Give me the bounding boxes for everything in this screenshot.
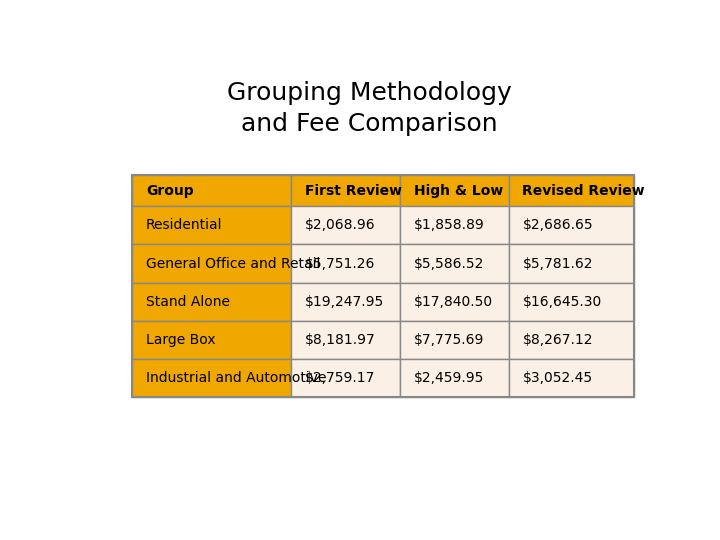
Text: Residential: Residential — [145, 218, 222, 232]
Text: $8,267.12: $8,267.12 — [523, 333, 593, 347]
Text: First Review: First Review — [305, 184, 402, 198]
Bar — [400, 359, 508, 397]
Bar — [508, 206, 634, 245]
Bar — [132, 175, 634, 397]
Bar — [400, 245, 508, 282]
Bar — [132, 359, 291, 397]
Bar — [508, 282, 634, 321]
Text: $5,751.26: $5,751.26 — [305, 256, 375, 271]
Text: Industrial and Automotive: Industrial and Automotive — [145, 372, 326, 386]
Bar — [132, 206, 291, 245]
Bar — [508, 321, 634, 359]
Bar — [508, 359, 634, 397]
Bar — [291, 321, 400, 359]
Bar — [132, 175, 291, 206]
Bar — [508, 245, 634, 282]
Text: $7,775.69: $7,775.69 — [413, 333, 484, 347]
Text: $5,781.62: $5,781.62 — [523, 256, 593, 271]
Text: $17,840.50: $17,840.50 — [413, 295, 492, 309]
Bar — [291, 359, 400, 397]
Text: $8,181.97: $8,181.97 — [305, 333, 376, 347]
Bar — [400, 282, 508, 321]
Text: Group: Group — [145, 184, 194, 198]
Text: $3,052.45: $3,052.45 — [523, 372, 593, 386]
Text: Grouping Methodology
and Fee Comparison: Grouping Methodology and Fee Comparison — [227, 80, 511, 136]
Bar — [291, 206, 400, 245]
Text: $5,586.52: $5,586.52 — [413, 256, 484, 271]
Text: $2,759.17: $2,759.17 — [305, 372, 375, 386]
Text: $2,068.96: $2,068.96 — [305, 218, 375, 232]
Bar — [400, 175, 508, 206]
Text: Revised Review: Revised Review — [523, 184, 645, 198]
Bar — [291, 282, 400, 321]
Text: Large Box: Large Box — [145, 333, 215, 347]
Bar — [291, 175, 400, 206]
Bar — [132, 282, 291, 321]
Text: $19,247.95: $19,247.95 — [305, 295, 384, 309]
Bar — [132, 321, 291, 359]
Text: Stand Alone: Stand Alone — [145, 295, 230, 309]
Text: General Office and Retail: General Office and Retail — [145, 256, 320, 271]
Bar — [400, 321, 508, 359]
Bar — [291, 245, 400, 282]
Text: $2,459.95: $2,459.95 — [413, 372, 484, 386]
Text: $2,686.65: $2,686.65 — [523, 218, 593, 232]
Text: High & Low: High & Low — [413, 184, 503, 198]
Text: $1,858.89: $1,858.89 — [413, 218, 485, 232]
Bar — [400, 206, 508, 245]
Bar — [508, 175, 634, 206]
Text: $16,645.30: $16,645.30 — [523, 295, 602, 309]
Bar — [132, 245, 291, 282]
